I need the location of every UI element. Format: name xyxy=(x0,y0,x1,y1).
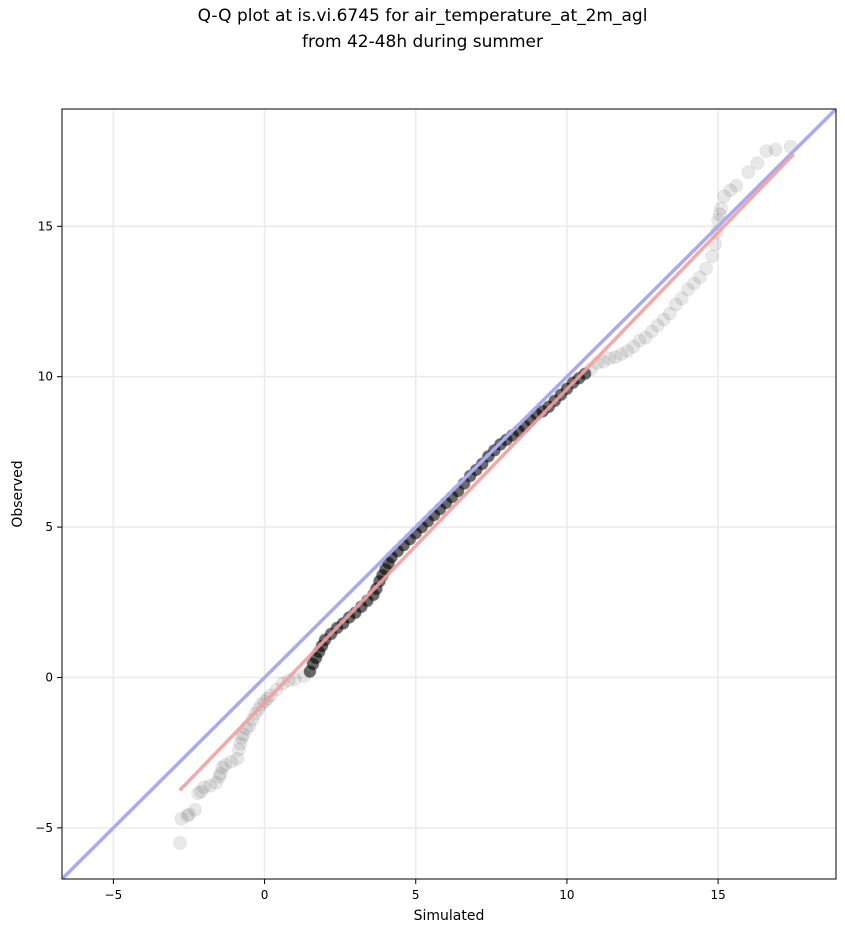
reference-lines xyxy=(62,109,836,879)
y-axis-label: Observed xyxy=(10,460,26,527)
quantile-point xyxy=(698,261,713,276)
quantile-point xyxy=(174,811,189,826)
quantile-point xyxy=(714,201,729,216)
quantile-point xyxy=(608,350,623,365)
chart-title-line-2: from 42-48h during summer xyxy=(302,32,543,52)
y-tick-label: 10 xyxy=(38,370,53,384)
y-tick-label: 0 xyxy=(45,670,53,684)
x-tick-label: 5 xyxy=(412,888,420,902)
y-tick-label: 5 xyxy=(45,520,53,534)
quantile-point xyxy=(596,354,611,369)
x-tick-label: 0 xyxy=(261,888,269,902)
quantile-point xyxy=(705,249,720,264)
quantile-point xyxy=(620,344,635,359)
x-tick-label: 10 xyxy=(559,888,574,902)
quantile-point xyxy=(668,297,683,312)
plot-frame xyxy=(61,108,837,880)
quantile-point xyxy=(172,835,187,850)
quantile-point xyxy=(644,324,659,339)
quantile-point xyxy=(717,189,732,204)
quantile-point xyxy=(692,270,707,285)
quantile-point xyxy=(191,786,206,801)
quantile-point xyxy=(680,282,695,297)
quantile-point xyxy=(759,144,774,159)
quantile-point xyxy=(602,351,617,366)
quantile-point xyxy=(188,802,203,817)
quantile-point xyxy=(656,312,671,327)
quantile-point xyxy=(614,347,629,362)
grid xyxy=(62,109,836,879)
quantile-point xyxy=(234,730,249,745)
quantile-point xyxy=(197,780,212,795)
quantile-point xyxy=(638,330,653,345)
quantile-point xyxy=(626,339,641,354)
quantile-point xyxy=(180,808,195,823)
quantile-point xyxy=(741,165,756,180)
quantile-point xyxy=(231,742,246,757)
quantile-point xyxy=(650,318,665,333)
quantile-point xyxy=(712,207,727,222)
x-axis-label: Simulated xyxy=(414,908,485,924)
quantile-point xyxy=(281,673,296,688)
x-tick-label: 15 xyxy=(710,888,725,902)
quantile-point xyxy=(181,807,196,822)
y-tick-label: −5 xyxy=(35,821,53,835)
quantile-point xyxy=(218,757,233,772)
axis-ticks: −5 0 5 10 15 −5 0 5 10 15 xyxy=(35,219,725,902)
quantile-point xyxy=(674,291,689,306)
quantile-point xyxy=(632,333,647,348)
quantile-point xyxy=(750,156,765,171)
quantile-point xyxy=(233,736,248,751)
quantile-point xyxy=(224,754,239,769)
quantile-point xyxy=(203,778,218,793)
quantile-point xyxy=(230,751,245,766)
quantile-point xyxy=(215,760,230,775)
quantile-point xyxy=(194,784,209,799)
quantile-point xyxy=(729,178,744,193)
quantile-point xyxy=(236,727,251,742)
quantile-point xyxy=(768,142,783,157)
quantile-point xyxy=(213,766,228,781)
y-tick-label: 15 xyxy=(38,219,53,233)
quantile-point xyxy=(662,306,677,321)
quantile-point xyxy=(723,183,738,198)
chart-title-line-1: Q-Q plot at is.vi.6745 for air_temperatu… xyxy=(197,6,648,26)
quantile-point xyxy=(686,276,701,291)
identity-line xyxy=(62,109,836,879)
x-tick-label: −5 xyxy=(105,888,123,902)
fit-line xyxy=(178,152,795,792)
quantile-point-dense xyxy=(579,367,592,380)
quantile-point xyxy=(209,775,224,790)
quantile-point xyxy=(212,769,227,784)
